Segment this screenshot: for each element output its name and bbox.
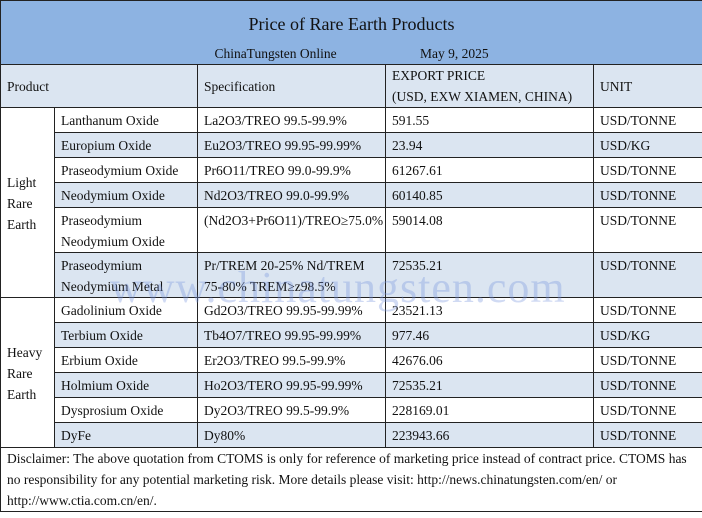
cell-spec: Pr6O11/TREO 99.0-99.9% — [197, 157, 386, 183]
cell-spec: Er2O3/TREO 99.5-99.9% — [197, 347, 386, 373]
cell-unit: USD/TONNE — [592, 422, 702, 448]
cell-spec: Eu2O3/TREO 99.95-99.99% — [197, 132, 386, 158]
header-spec: Specification — [197, 64, 386, 108]
cell-product: Lanthanum Oxide — [54, 107, 198, 133]
group-label-line: Rare — [7, 366, 33, 381]
table-row: Heavy Rare Earth Gadolinium Oxide Gd2O3/TREO… — [0, 297, 702, 448]
cell-product: Terbium Oxide — [54, 322, 198, 348]
header-product: Product — [0, 64, 198, 108]
page-title: Price of Rare Earth Products — [0, 0, 702, 43]
cell-price: 61267.61 — [385, 157, 594, 183]
cell-unit: USD/TONNE — [592, 347, 702, 373]
date-label: May 9, 2025 — [419, 46, 489, 61]
cell-unit: USD/TONNE — [592, 252, 702, 298]
cell-spec: La2O3/TREO 99.5-99.9% — [197, 107, 386, 133]
source-label: ChinaTungsten Online — [214, 46, 337, 61]
cell-spec: Dy2O3/TREO 99.5-99.9% — [197, 397, 386, 423]
cell-spec: Nd2O3/TREO 99.0-99.9% — [197, 182, 386, 208]
cell-unit: USD/KG — [592, 132, 702, 158]
cell-price: 60140.85 — [385, 182, 594, 208]
table-row: Europium Oxide Eu2O3/TREO 99.95-99.99% 23.… — [1, 132, 702, 158]
cell-price: 72535.21 — [385, 252, 594, 298]
cell-unit: USD/TONNE — [592, 107, 702, 133]
cell-price: 228169.01 — [385, 397, 594, 423]
table-row: Praseodymium Neodymium Oxide (Nd2O3+Pr6O1… — [1, 207, 702, 253]
cell-spec: Tb4O7/TREO 99.95-99.99% — [197, 322, 386, 348]
cell-unit: USD/TONNE — [592, 157, 702, 183]
table-row: Erbium Oxide Er2O3/TREO 99.5-99.9% 42676.0… — [1, 347, 702, 373]
group-label-line: Earth — [7, 387, 37, 402]
table-row: Neodymium Oxide Nd2O3/TREO 99.0-99.9% 6014… — [1, 182, 702, 208]
cell-unit: USD/TONNE — [592, 297, 702, 323]
cell-unit: USD/KG — [592, 322, 702, 348]
cell-product: Praseodymium Neodymium Oxide — [54, 207, 198, 253]
cell-price: 591.55 — [385, 107, 594, 133]
cell-product: Dysprosium Oxide — [54, 397, 198, 423]
header-unit: UNIT — [592, 64, 702, 108]
cell-price: 42676.06 — [385, 347, 594, 373]
group-light-rare-earth: Light Rare Earth — [0, 107, 55, 298]
cell-spec: (Nd2O3+Pr6O11)/TREO≥75.0% — [197, 207, 386, 253]
cell-product: Praseodymium Oxide — [54, 157, 198, 183]
disclaimer: Disclaimer: The above quotation from CTO… — [0, 447, 702, 512]
cell-price: 72535.21 — [385, 372, 594, 398]
header-row: Product Specification EXPORT PRICE (USD, … — [0, 64, 702, 108]
cell-product: Holmium Oxide — [54, 372, 198, 398]
cell-product: Neodymium Oxide — [54, 182, 198, 208]
cell-price: 23521.13 — [385, 297, 594, 323]
header-price-line1: EXPORT PRICE — [392, 68, 486, 83]
group-heavy-rare-earth: Heavy Rare Earth — [0, 297, 55, 448]
cell-price: 23.94 — [385, 132, 594, 158]
table-row: Terbium Oxide Tb4O7/TREO 99.95-99.99% 977.… — [1, 322, 702, 348]
cell-product: DyFe — [54, 422, 198, 448]
cell-unit: USD/TONNE — [592, 207, 702, 253]
group-label-line: Heavy — [7, 345, 43, 360]
cell-price: 59014.08 — [385, 207, 594, 253]
table-row: Praseodymium Oxide Pr6O11/TREO 99.0-99.9%… — [1, 157, 702, 183]
cell-unit: USD/TONNE — [592, 182, 702, 208]
group-label-line: Light — [7, 175, 37, 190]
table-row: Light Rare Earth Lanthanum Oxide La2O3/TREO … — [0, 107, 702, 298]
table-row: Dysprosium Oxide Dy2O3/TREO 99.5-99.9% 228… — [1, 397, 702, 423]
cell-spec: Dy80% — [197, 422, 386, 448]
cell-unit: USD/TONNE — [592, 372, 702, 398]
table-row: DyFe Dy80% 223943.66 USD/TONNE — [1, 422, 702, 448]
cell-price: 223943.66 — [385, 422, 594, 448]
header-price: EXPORT PRICE (USD, EXW XIAMEN, CHINA) — [385, 64, 594, 108]
table-row: Holmium Oxide Ho2O3/TERO 99.95-99.99% 7253… — [1, 372, 702, 398]
cell-spec: Pr/TREM 20-25% Nd/TREM 75-80% TREM≥z98.5… — [197, 252, 386, 298]
cell-product: Gadolinium Oxide — [54, 297, 198, 323]
group-label-line: Rare — [7, 196, 33, 211]
cell-spec: Ho2O3/TERO 99.95-99.99% — [197, 372, 386, 398]
cell-product: Europium Oxide — [54, 132, 198, 158]
cell-product: Praseodymium Neodymium Metal — [54, 252, 198, 298]
table-row: Praseodymium Neodymium Metal Pr/TREM 20-2… — [1, 252, 702, 298]
cell-spec: Gd2O3/TREO 99.95-99.99% — [197, 297, 386, 323]
cell-price: 977.46 — [385, 322, 594, 348]
cell-product: Erbium Oxide — [54, 347, 198, 373]
cell-unit: USD/TONNE — [592, 397, 702, 423]
header-price-line2: (USD, EXW XIAMEN, CHINA) — [392, 89, 573, 104]
group-label-line: Earth — [7, 217, 37, 232]
